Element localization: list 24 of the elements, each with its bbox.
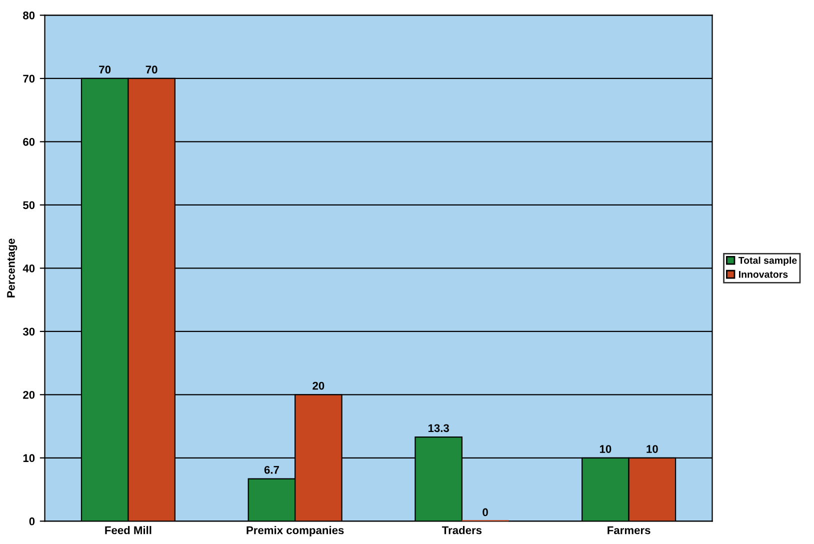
- data-label: 6.7: [264, 466, 279, 474]
- data-label: 10: [646, 445, 658, 453]
- data-label: 20: [312, 382, 324, 390]
- legend-label: Total sample: [738, 256, 797, 266]
- legend-label: Innovators: [739, 271, 788, 278]
- y-tick-label: 60: [23, 138, 35, 146]
- data-label: 10: [600, 445, 612, 453]
- x-tick-label: Traders: [442, 526, 482, 534]
- y-tick-label: 80: [23, 12, 35, 20]
- x-tick-label: Feed Mill: [105, 526, 152, 534]
- y-tick-label: 20: [23, 390, 35, 399]
- y-axis-title: Percentage: [7, 238, 18, 298]
- x-tick-label: Farmers: [608, 526, 650, 534]
- y-tick-label: 70: [23, 74, 35, 83]
- data-label: 70: [146, 66, 158, 74]
- y-tick-label: 0: [29, 517, 35, 526]
- y-tick-label: 50: [23, 201, 35, 210]
- data-label: 0: [482, 508, 488, 516]
- x-tick-label: Premix companies: [246, 526, 344, 536]
- data-label: 70: [99, 66, 111, 74]
- y-tick-label: 40: [22, 264, 35, 272]
- y-tick-label: 10: [23, 454, 35, 462]
- data-label: 13.3: [428, 424, 449, 432]
- y-tick-label: 30: [22, 328, 35, 336]
